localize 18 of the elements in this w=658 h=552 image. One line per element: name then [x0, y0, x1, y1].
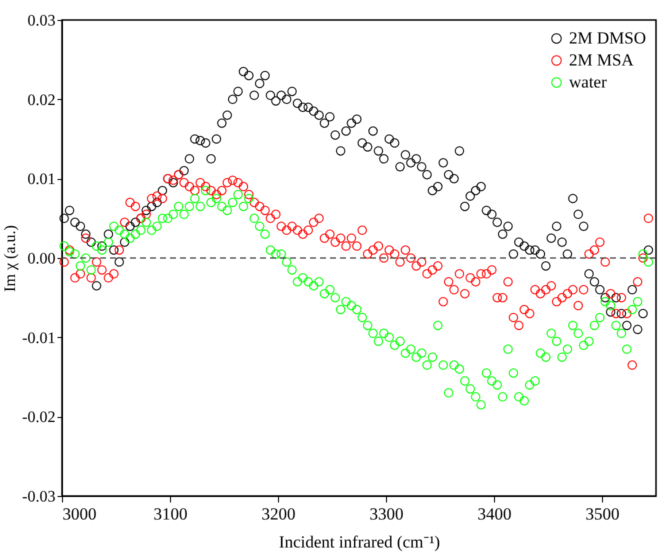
y-tick-label: -0.02: [22, 409, 56, 426]
legend-label: 2M DMSO: [569, 28, 646, 48]
x-tick-label: 3200: [262, 504, 296, 524]
y-tick-label: 0.01: [28, 171, 56, 188]
y-tick-label: 0.00: [28, 250, 56, 268]
x-tick-label: 3100: [154, 504, 188, 524]
y-tick-label: -0.03: [22, 488, 56, 506]
x-tick-label: 3300: [370, 504, 404, 524]
y-axis-title: Im χ (a.u.): [2, 225, 20, 292]
x-tick-label: 3400: [478, 504, 512, 524]
x-tick-label: 3500: [586, 504, 620, 524]
x-axis-title: Incident infrared (cm⁻¹): [278, 532, 440, 552]
legend-label: water: [569, 72, 608, 92]
y-tick-label: 0.03: [28, 12, 56, 30]
y-tick-label: 0.02: [28, 92, 56, 109]
x-tick-label: 3000: [62, 504, 96, 524]
legend-label: 2M MSA: [569, 50, 634, 70]
y-tick-label: -0.01: [22, 330, 56, 347]
